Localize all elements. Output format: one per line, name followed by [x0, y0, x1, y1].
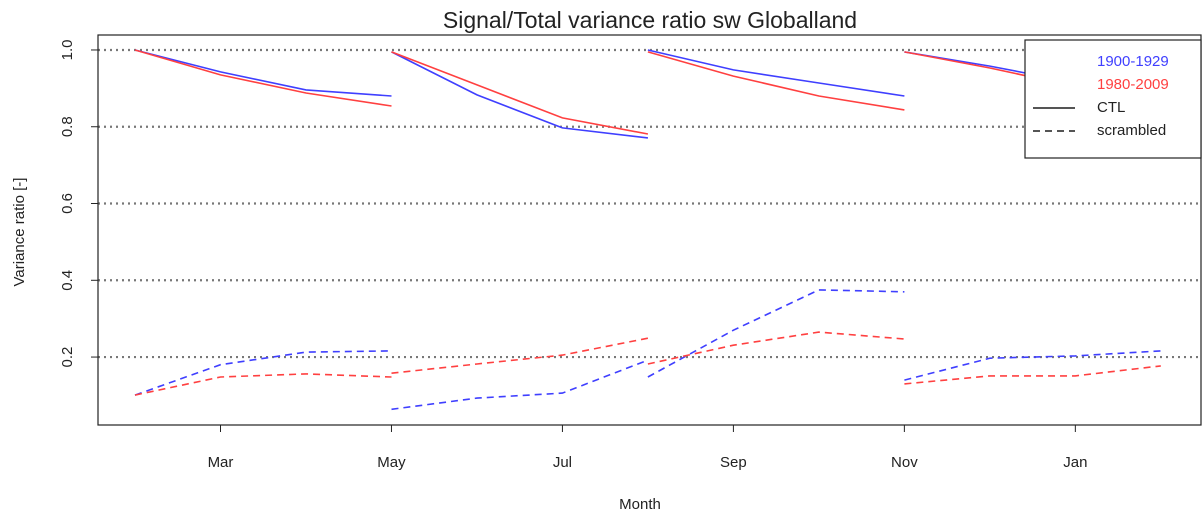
- y-tick-label: 1.0: [59, 40, 76, 61]
- x-tick-label: Mar: [208, 454, 234, 471]
- y-tick-label: 0.6: [59, 193, 76, 214]
- legend-box: [1024, 39, 1202, 159]
- x-tick-label: Jan: [1063, 454, 1087, 471]
- y-tick-label: 0.4: [59, 270, 76, 291]
- legend-label: 1900-1929: [1097, 53, 1169, 70]
- x-tick-label: Sep: [720, 454, 747, 471]
- series-line: [134, 289, 1161, 411]
- legend-label: CTL: [1097, 99, 1125, 116]
- x-tick-label: Nov: [891, 454, 918, 471]
- x-tick-label: May: [377, 454, 406, 471]
- x-tick-label: Jul: [553, 454, 572, 471]
- series-line: [134, 331, 1161, 396]
- x-axis-label: Month: [619, 496, 661, 513]
- legend-label: 1980-2009: [1097, 76, 1169, 93]
- series-line: [134, 49, 1161, 135]
- legend-label: scrambled: [1097, 122, 1166, 139]
- y-tick-label: 0.8: [59, 116, 76, 137]
- y-tick-label: 0.2: [59, 347, 76, 368]
- chart-title: Signal/Total variance ratio sw Globallan…: [443, 7, 857, 33]
- plot-frame: [97, 34, 1202, 426]
- series-line: [134, 49, 1161, 139]
- y-axis-label: Variance ratio [-]: [11, 178, 28, 287]
